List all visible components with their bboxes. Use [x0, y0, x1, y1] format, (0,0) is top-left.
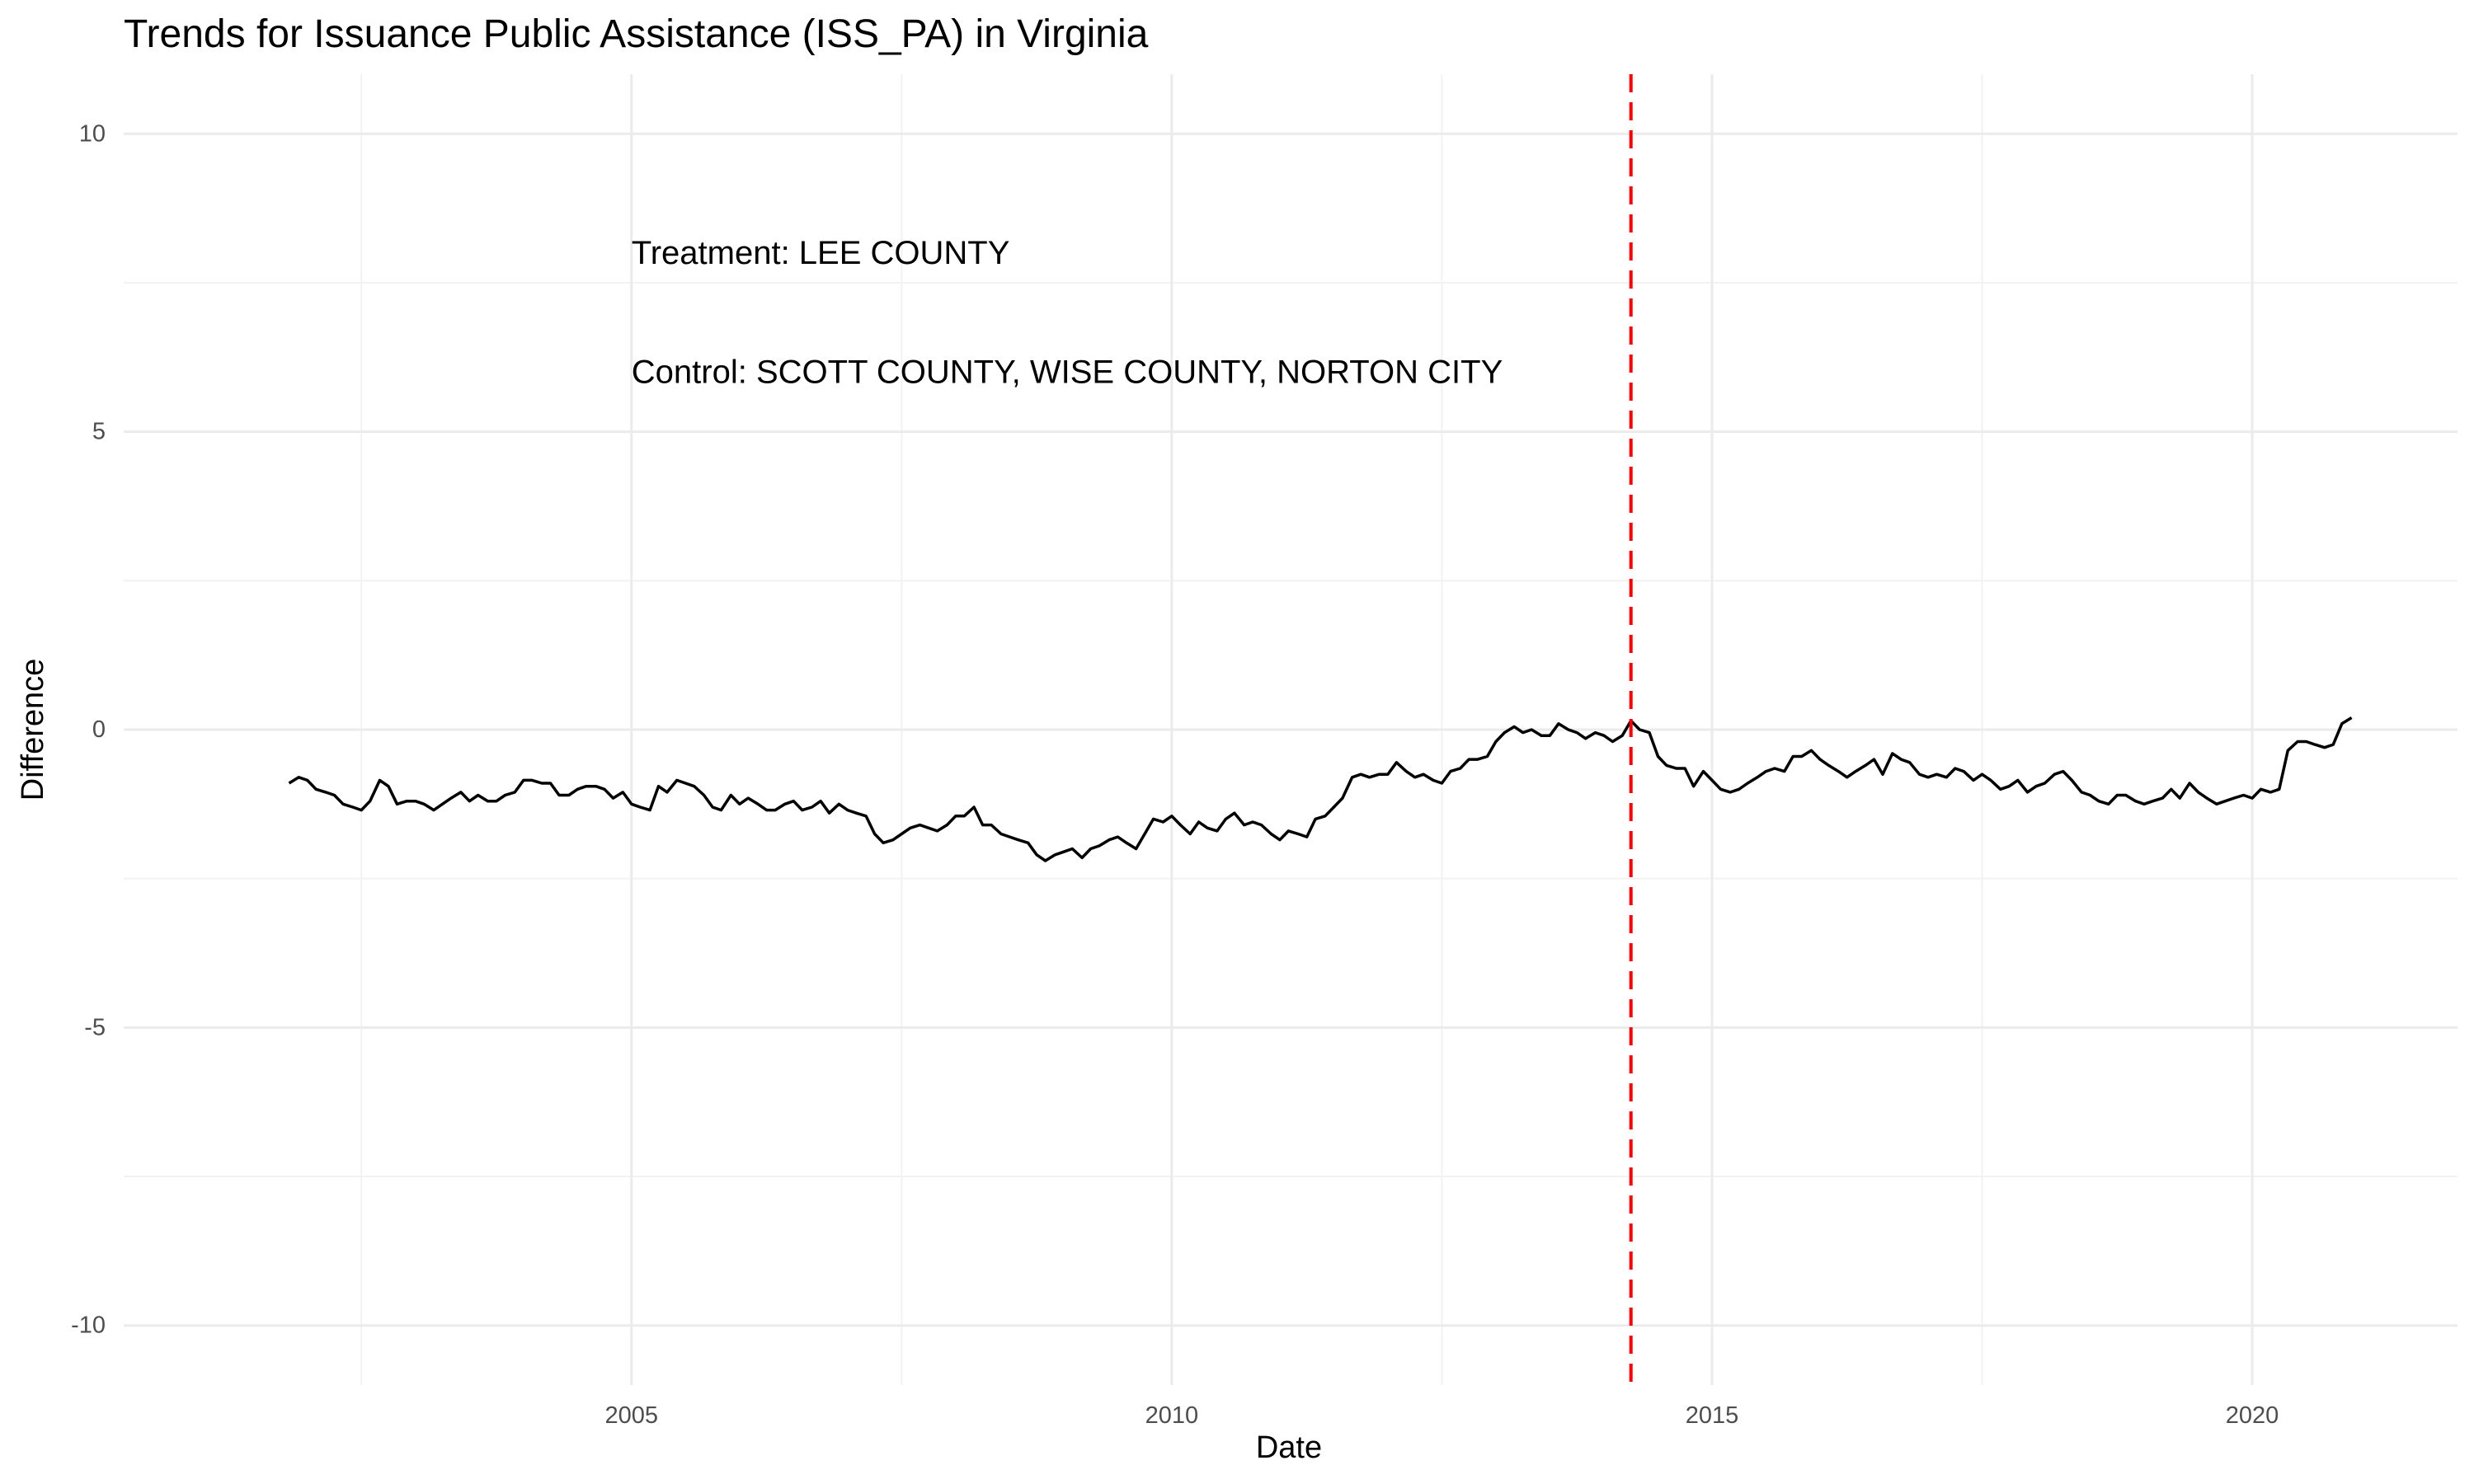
y-axis-title: Difference — [16, 659, 50, 801]
y-tick-label: 0 — [92, 716, 106, 743]
x-axis-title: Date — [1256, 1430, 1322, 1465]
annotation-0: Treatment: LEE COUNTY — [632, 235, 1010, 271]
x-tick-label: 2005 — [605, 1402, 659, 1429]
annotation-1: Control: SCOTT COUNTY, WISE COUNTY, NORT… — [632, 354, 1503, 390]
x-tick-label: 2015 — [1686, 1402, 1739, 1429]
series-line-0 — [288, 716, 2353, 862]
y-tick-label: 5 — [92, 419, 106, 445]
series-layer — [288, 716, 2353, 862]
major-gridlines — [124, 74, 2458, 1385]
chart-title: Trends for Issuance Public Assistance (I… — [124, 12, 1149, 56]
x-tick-label: 2020 — [2226, 1402, 2279, 1429]
annotation-layer: Treatment: LEE COUNTY Control: SCOTT COUN… — [632, 235, 1503, 391]
tick-labels: 2005 2010 2015 2020 -10 -5 0 5 10 — [71, 120, 2279, 1429]
y-tick-label: -10 — [71, 1313, 106, 1339]
y-tick-label: -5 — [84, 1014, 106, 1040]
y-tick-label: 10 — [79, 120, 106, 147]
x-tick-label: 2010 — [1145, 1402, 1199, 1429]
